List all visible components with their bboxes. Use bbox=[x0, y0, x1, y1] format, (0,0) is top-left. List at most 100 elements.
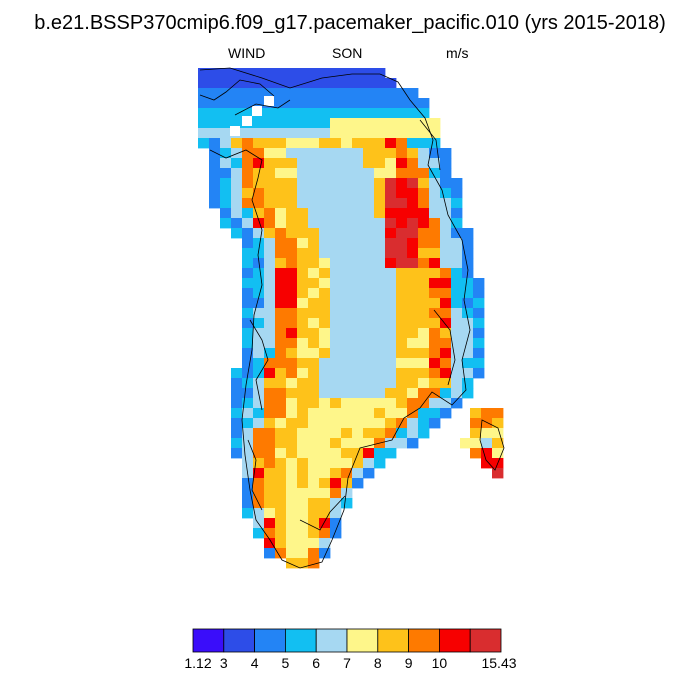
wind-grid-cell bbox=[462, 288, 474, 299]
wind-grid-cell bbox=[440, 248, 452, 259]
wind-grid-cell bbox=[341, 318, 353, 329]
wind-grid-cell bbox=[462, 378, 474, 389]
wind-grid-cell bbox=[286, 298, 298, 309]
wind-grid-cell bbox=[341, 258, 353, 269]
wind-grid-cell bbox=[440, 158, 452, 169]
wind-grid-cell bbox=[308, 68, 320, 79]
wind-grid-cell bbox=[418, 108, 430, 119]
wind-grid-cell bbox=[418, 168, 430, 179]
wind-grid-cell bbox=[264, 148, 276, 159]
wind-grid-cell bbox=[275, 458, 287, 469]
wind-grid-cell bbox=[492, 448, 504, 459]
wind-grid-cell bbox=[396, 278, 408, 289]
wind-grid-cell bbox=[253, 138, 265, 149]
wind-grid-cell bbox=[341, 218, 353, 229]
wind-grid-cell bbox=[242, 408, 254, 419]
wind-grid-cell bbox=[341, 458, 353, 469]
wind-grid-cell bbox=[253, 458, 265, 469]
wind-grid-cell bbox=[374, 138, 386, 149]
wind-grid-cell bbox=[275, 478, 287, 489]
wind-grid-cell bbox=[418, 318, 430, 329]
wind-grid-cell bbox=[264, 538, 276, 549]
wind-grid-cell bbox=[220, 118, 232, 129]
wind-grid-cell bbox=[374, 208, 386, 219]
wind-grid-cell bbox=[396, 348, 408, 359]
wind-grid-cell bbox=[330, 498, 342, 509]
wind-grid-cell bbox=[352, 298, 364, 309]
wind-grid-cell bbox=[352, 238, 364, 249]
colorbar-box-9 bbox=[438, 628, 471, 653]
wind-grid-cell bbox=[242, 438, 254, 449]
wind-grid-cell bbox=[407, 228, 419, 239]
wind-grid-cell bbox=[286, 118, 298, 129]
wind-grid-cell bbox=[374, 368, 386, 379]
wind-grid-cell bbox=[341, 278, 353, 289]
wind-grid-cell bbox=[385, 158, 397, 169]
wind-grid-cell bbox=[264, 458, 276, 469]
wind-grid-cell bbox=[319, 338, 331, 349]
wind-grid-cell bbox=[385, 118, 397, 129]
wind-grid-cell bbox=[385, 178, 397, 189]
wind-grid-cell bbox=[231, 108, 243, 119]
wind-grid-cell bbox=[374, 228, 386, 239]
wind-grid-cell bbox=[462, 388, 474, 399]
wind-grid-cell bbox=[385, 378, 397, 389]
wind-grid-cell bbox=[396, 288, 408, 299]
wind-grid-cell bbox=[418, 158, 430, 169]
wind-grid-cell bbox=[220, 88, 232, 99]
wind-grid-cell bbox=[374, 288, 386, 299]
wind-grid-cell bbox=[385, 368, 397, 379]
wind-grid-cell bbox=[385, 268, 397, 279]
wind-grid-cell bbox=[308, 278, 320, 289]
wind-grid-cell bbox=[242, 168, 254, 179]
wind-grid-cell bbox=[396, 388, 408, 399]
wind-grid-cell bbox=[198, 88, 210, 99]
wind-grid-cell bbox=[407, 378, 419, 389]
wind-grid-cell bbox=[297, 328, 309, 339]
wind-grid-cell bbox=[242, 278, 254, 289]
wind-grid-cell bbox=[220, 98, 232, 109]
wind-grid-cell bbox=[275, 508, 287, 519]
wind-grid-cell bbox=[429, 208, 441, 219]
wind-grid-cell bbox=[341, 288, 353, 299]
wind-grid-cell bbox=[308, 288, 320, 299]
wind-grid-cell bbox=[440, 178, 452, 189]
wind-grid-cell bbox=[253, 148, 265, 159]
wind-grid-cell bbox=[418, 258, 430, 269]
wind-grid-cell bbox=[253, 68, 265, 79]
wind-grid-cell bbox=[319, 348, 331, 359]
wind-grid-cell bbox=[330, 168, 342, 179]
wind-grid-cell bbox=[319, 468, 331, 479]
wind-grid-cell bbox=[253, 238, 265, 249]
wind-grid-cell bbox=[286, 68, 298, 79]
wind-grid-cell bbox=[407, 258, 419, 269]
wind-grid-cell bbox=[319, 118, 331, 129]
wind-grid-cell bbox=[451, 258, 463, 269]
wind-grid-cell bbox=[264, 328, 276, 339]
wind-grid-cell bbox=[319, 388, 331, 399]
wind-grid-cell bbox=[396, 318, 408, 329]
wind-grid-cell bbox=[275, 98, 287, 109]
wind-grid-cell bbox=[385, 198, 397, 209]
wind-grid-cell bbox=[286, 138, 298, 149]
wind-grid-cell bbox=[363, 208, 375, 219]
wind-grid-cell bbox=[275, 258, 287, 269]
wind-grid-cell bbox=[374, 68, 386, 79]
wind-grid-cell bbox=[429, 148, 441, 159]
colorbar-label: 7 bbox=[343, 655, 351, 671]
wind-grid-cell bbox=[451, 378, 463, 389]
wind-grid-cell bbox=[231, 368, 243, 379]
wind-grid-cell bbox=[385, 238, 397, 249]
wind-grid-cell bbox=[319, 168, 331, 179]
wind-grid-cell bbox=[341, 148, 353, 159]
wind-grid-cell bbox=[264, 398, 276, 409]
wind-grid-cell bbox=[407, 428, 419, 439]
wind-grid-cell bbox=[286, 228, 298, 239]
wind-grid-cell bbox=[286, 498, 298, 509]
wind-grid-cell bbox=[341, 368, 353, 379]
wind-grid-cell bbox=[440, 358, 452, 369]
wind-grid-cell bbox=[363, 198, 375, 209]
wind-grid-cell bbox=[275, 328, 287, 339]
wind-grid-cell bbox=[385, 208, 397, 219]
